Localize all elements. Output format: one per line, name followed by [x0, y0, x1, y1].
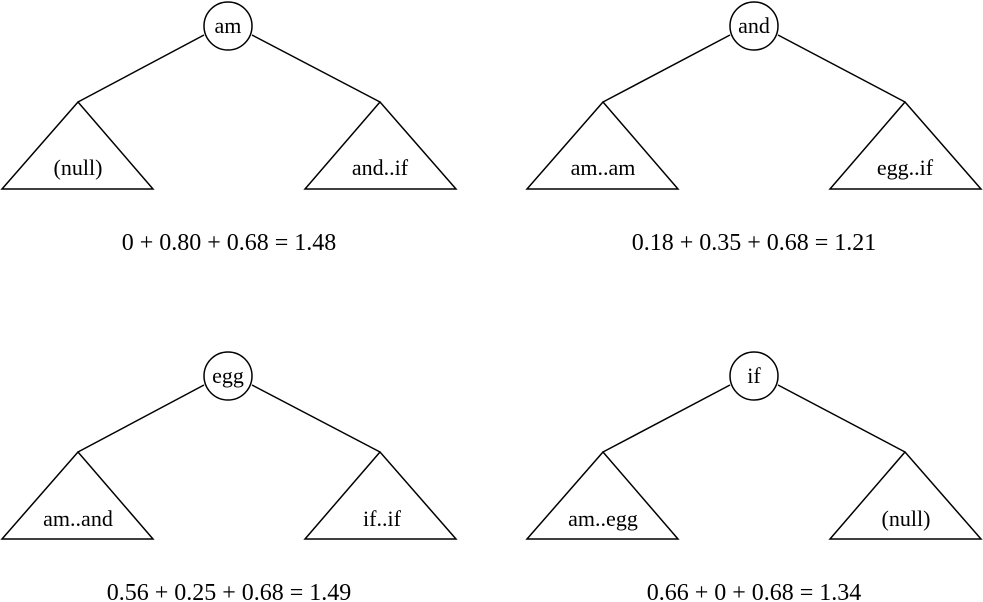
edge-right — [777, 384, 906, 453]
root-node — [203, 1, 253, 51]
tree-egg: egg am..and if..if 0.56 + 0.25 + 0.68 = … — [0, 351, 458, 602]
root-label: and — [738, 13, 770, 38]
root-node — [729, 1, 779, 51]
edge-left — [602, 384, 731, 453]
left-subtree-label: am..am — [571, 155, 636, 180]
left-subtree — [0, 100, 155, 190]
cost-equation: 0.66 + 0 + 0.68 = 1.34 — [647, 580, 862, 602]
right-subtree-label: and..if — [352, 155, 409, 180]
edge-right — [251, 34, 381, 103]
left-subtree — [525, 100, 680, 190]
cost-equation: 0 + 0.80 + 0.68 = 1.48 — [122, 230, 337, 256]
right-subtree-label: (null) — [882, 506, 931, 531]
edge-right — [251, 384, 381, 453]
right-subtree-label: if..if — [363, 506, 402, 531]
right-subtree — [828, 100, 983, 190]
right-subtree — [303, 100, 458, 190]
right-subtree — [303, 450, 458, 540]
tree-am: am (null) and..if 0 + 0.80 + 0.68 = 1.48 — [0, 1, 458, 256]
left-subtree-label: am..egg — [568, 506, 638, 531]
root-node — [729, 351, 779, 401]
left-subtree — [525, 450, 680, 540]
root-label: am — [215, 13, 242, 38]
edge-left — [77, 34, 205, 103]
root-label: egg — [212, 363, 244, 388]
right-subtree — [828, 450, 983, 540]
tree-and: and am..am egg..if 0.18 + 0.35 + 0.68 = … — [525, 1, 983, 256]
tree-if: if am..egg (null) 0.66 + 0 + 0.68 = 1.34 — [525, 351, 983, 602]
left-subtree-label: (null) — [54, 155, 103, 180]
cost-equation: 0.18 + 0.35 + 0.68 = 1.21 — [632, 230, 877, 256]
left-subtree-label: am..and — [43, 506, 113, 531]
edge-left — [77, 384, 205, 453]
edge-left — [602, 34, 731, 103]
root-node — [203, 351, 253, 401]
edge-right — [777, 34, 906, 103]
right-subtree-label: egg..if — [877, 155, 934, 180]
cost-equation: 0.56 + 0.25 + 0.68 = 1.49 — [107, 580, 352, 602]
left-subtree — [0, 450, 155, 540]
root-label: if — [747, 363, 761, 388]
